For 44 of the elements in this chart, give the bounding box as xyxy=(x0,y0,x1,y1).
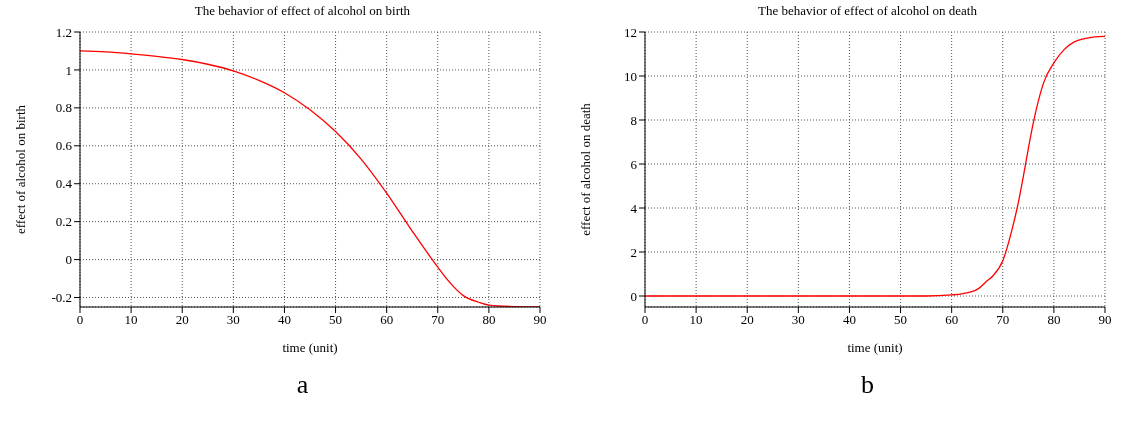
y-tick-label: 0.2 xyxy=(55,214,72,230)
text: a xyxy=(295,370,310,400)
chart-title: The behavior of effect of alcohol on death xyxy=(757,2,978,20)
x-tick-label: 0 xyxy=(641,312,649,328)
x-tick-label: 80 xyxy=(1047,312,1061,328)
y-tick-label: 0.8 xyxy=(55,100,72,116)
x-tick-label: 30 xyxy=(226,312,240,328)
x-tick-label: 0 xyxy=(76,312,84,328)
y-tick-label: 0 xyxy=(65,252,72,268)
x-tick-label: 30 xyxy=(791,312,805,328)
y-tick-label: 12 xyxy=(624,24,637,40)
x-tick-label: 20 xyxy=(740,312,754,328)
y-tick-label: 10 xyxy=(624,68,637,84)
x-tick-label: 20 xyxy=(175,312,189,328)
y-axis-title: effect of alcohol on death xyxy=(577,102,593,236)
x-tick-label: 70 xyxy=(996,312,1010,328)
x-tick-label: 90 xyxy=(533,312,547,328)
x-axis-title: time (unit) xyxy=(847,340,903,355)
y-tick-label: 0 xyxy=(630,288,637,304)
x-tick-label: 60 xyxy=(380,312,394,328)
y-tick-label: 1.2 xyxy=(55,24,72,40)
text: b xyxy=(860,370,875,400)
x-tick-label: 10 xyxy=(689,312,703,328)
x-tick-label: 60 xyxy=(945,312,959,328)
x-tick-label: 50 xyxy=(329,312,343,328)
chart-title: The behavior of effect of alcohol on birth xyxy=(193,2,412,20)
x-tick-label: 10 xyxy=(124,312,138,328)
y-tick-label: 6 xyxy=(630,156,638,172)
y-tick-label: 0.6 xyxy=(55,138,73,154)
y-tick-label: 8 xyxy=(630,112,637,128)
x-axis-title: time (unit) xyxy=(282,340,338,355)
x-tick-label: 90 xyxy=(1098,312,1112,328)
x-tick-label: 40 xyxy=(277,312,291,328)
y-tick-label: 0.4 xyxy=(55,176,73,192)
x-tick-label: 80 xyxy=(482,312,496,328)
y-axis-title: effect of alcohol on birth xyxy=(12,104,28,234)
x-tick-label: 40 xyxy=(842,312,856,328)
x-tick-label: 70 xyxy=(431,312,445,328)
y-tick-label: 4 xyxy=(630,200,638,216)
line-series xyxy=(645,35,1105,297)
y-tick-label: -0.2 xyxy=(51,290,72,306)
y-tick-label: 1 xyxy=(65,62,72,78)
y-tick-label: 2 xyxy=(630,244,637,260)
x-tick-label: 50 xyxy=(894,312,908,328)
